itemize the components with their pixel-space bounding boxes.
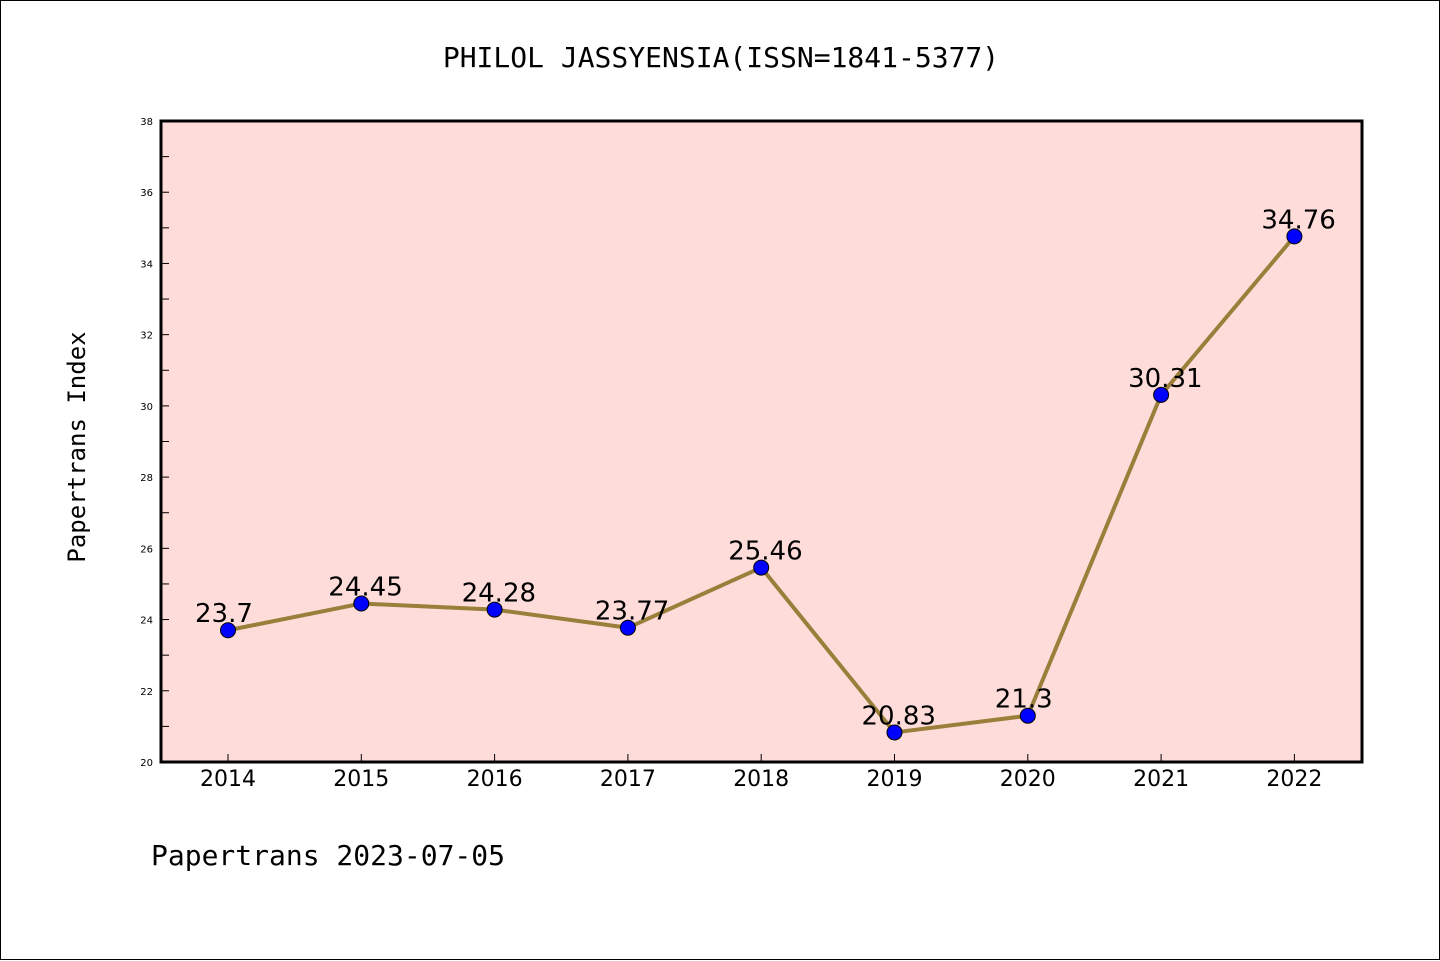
y-tick-label: 36 [140,188,153,199]
x-tick-label: 2021 [1133,767,1189,792]
data-point [619,619,636,636]
x-tick-label: 2017 [600,767,656,792]
data-point [1286,228,1303,245]
data-point [353,595,370,612]
plot-border [159,119,1364,764]
plot-area [161,121,1362,762]
data-point [1153,386,1170,403]
chart-title: PHILOL JASSYENSIA(ISSN=1841-5377) [443,41,999,74]
x-tick-label: 2020 [1000,767,1056,792]
data-label: 30.31 [1128,364,1202,394]
data-label: 34.76 [1261,205,1335,235]
x-tick-label: 2022 [1266,767,1322,792]
footer-note: Papertrans 2023-07-05 [151,839,505,872]
y-axis-title: Papertrans Index [63,331,91,562]
data-point [220,622,236,639]
data-label: 24.45 [328,573,402,603]
y-tick-label: 20 [140,758,153,769]
y-tick-label: 22 [140,687,153,698]
data-label: 25.46 [728,537,802,567]
data-label: 24.28 [462,579,536,609]
y-tick-label: 24 [140,616,153,627]
y-tick-label: 28 [140,473,153,484]
data-point [1019,707,1036,724]
y-tick-label: 34 [140,259,153,270]
x-tick-label: 2018 [733,767,789,792]
y-tick-label: 26 [140,544,153,555]
x-tick-label: 2015 [333,767,389,792]
data-label: 20.83 [862,701,936,731]
data-label: 23.77 [595,597,669,627]
data-point [486,601,503,618]
x-tick-label: 2014 [200,767,256,792]
y-tick-label: 32 [140,331,153,342]
y-tick-label: 30 [140,402,153,413]
data-point [886,724,903,741]
data-labels-layer: 23.7 24.45 24.28 23.77 25.46 20.83 21.3 30.31 34… [195,205,1336,731]
data-label: 23.7 [195,599,253,629]
data-label: 21.3 [995,685,1053,715]
series-line-layer [220,228,1303,741]
y-tick-label: 38 [140,117,153,128]
x-tick-label: 2016 [467,767,523,792]
x-tick-label: 2019 [867,767,923,792]
data-point [753,559,770,576]
